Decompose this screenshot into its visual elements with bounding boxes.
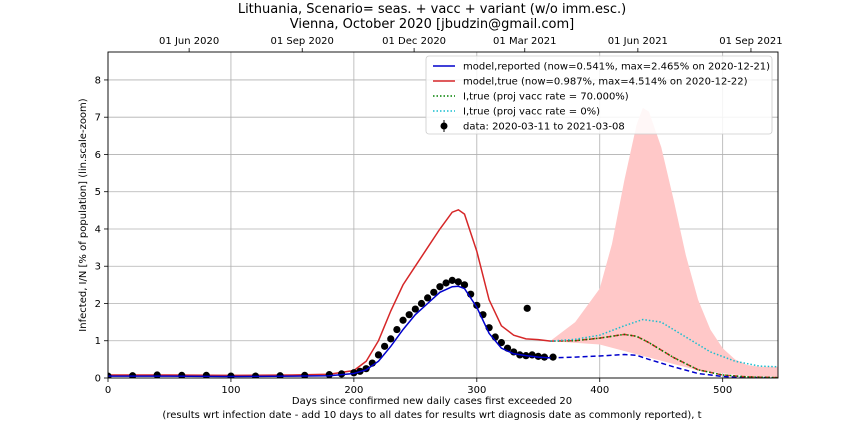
y-tick-label: 0 <box>95 374 101 385</box>
data-point <box>153 371 161 378</box>
data-point <box>381 342 389 350</box>
model-reported-line <box>108 285 551 378</box>
top-axis-tick-label: 01 Dec 2020 <box>382 36 446 47</box>
data-point-outlier <box>523 304 531 312</box>
plot-content <box>108 107 778 378</box>
data-point <box>405 311 413 319</box>
top-axis-tick-label: 01 Sep 2021 <box>719 36 782 47</box>
data-point <box>549 353 557 361</box>
legend-label: model,reported (now=0.541%, max=2.465% o… <box>463 62 770 73</box>
legend-label: I,true (proj vacc rate = 70.000%) <box>463 92 629 103</box>
data-point <box>387 335 395 343</box>
top-axis-tick-label: 01 Jun 2021 <box>608 36 668 47</box>
data-point <box>454 278 462 286</box>
x-tick-label: 200 <box>344 385 363 396</box>
y-tick-label: 1 <box>95 336 101 347</box>
x-axis-label: Days since confirmed new daily cases fir… <box>291 396 573 407</box>
data-point <box>448 276 456 284</box>
x-tick-label: 100 <box>221 385 240 396</box>
legend-box <box>425 55 773 135</box>
legend-label: I,true (proj vacc rate = 0%) <box>463 107 600 118</box>
data-point <box>436 283 444 291</box>
x-tick-label: 0 <box>105 385 111 396</box>
data-point <box>374 351 383 359</box>
y-tick-label: 5 <box>95 187 101 198</box>
y-tick-label: 6 <box>95 150 101 161</box>
data-point <box>497 339 505 347</box>
chart-title-line1: Lithuania, Scenario= seas. + vacc + vari… <box>237 2 627 17</box>
y-tick-label: 3 <box>95 262 101 273</box>
chart-title-line2: Vienna, October 2020 [jbudzin@gmail.com] <box>289 17 575 32</box>
y-tick-label: 2 <box>95 299 101 310</box>
x-tick-label: 500 <box>713 385 732 396</box>
data-point <box>528 351 536 359</box>
data-point <box>460 281 469 289</box>
data-point <box>399 316 407 324</box>
model-true-projection-line <box>550 333 778 378</box>
top-axis-tick-label: 01 Mar 2021 <box>493 36 556 47</box>
top-axis-tick-label: 01 Sep 2020 <box>271 36 334 47</box>
vacc70-line <box>550 333 778 378</box>
legend-label: data: 2020-03-11 to 2021-03-08 <box>463 122 625 133</box>
data-point <box>424 294 432 302</box>
top-axis-tick-label: 01 Jun 2020 <box>159 36 219 47</box>
model-reported-projection-line <box>550 353 778 378</box>
y-axis-label: Infected, I/N [% of population] (lin.sca… <box>78 98 89 331</box>
data-point <box>411 305 419 313</box>
x-tick-label: 300 <box>467 385 486 396</box>
projection-band <box>550 107 778 377</box>
y-tick-label: 7 <box>95 113 101 124</box>
x-tick-label: 400 <box>590 385 609 396</box>
plot-frame <box>107 51 779 379</box>
data-point <box>430 288 438 296</box>
model-true-line <box>108 208 551 377</box>
data-point <box>442 279 450 287</box>
data-point <box>393 325 401 334</box>
legend-label: model,true (now=0.987%, max=4.514% on 20… <box>463 77 748 88</box>
y-tick-label: 4 <box>95 224 101 235</box>
y-tick-label: 8 <box>95 75 101 86</box>
x-axis-label-note: (results wrt infection date - add 10 day… <box>162 410 702 421</box>
data-point <box>417 299 426 308</box>
data-point <box>325 371 333 378</box>
